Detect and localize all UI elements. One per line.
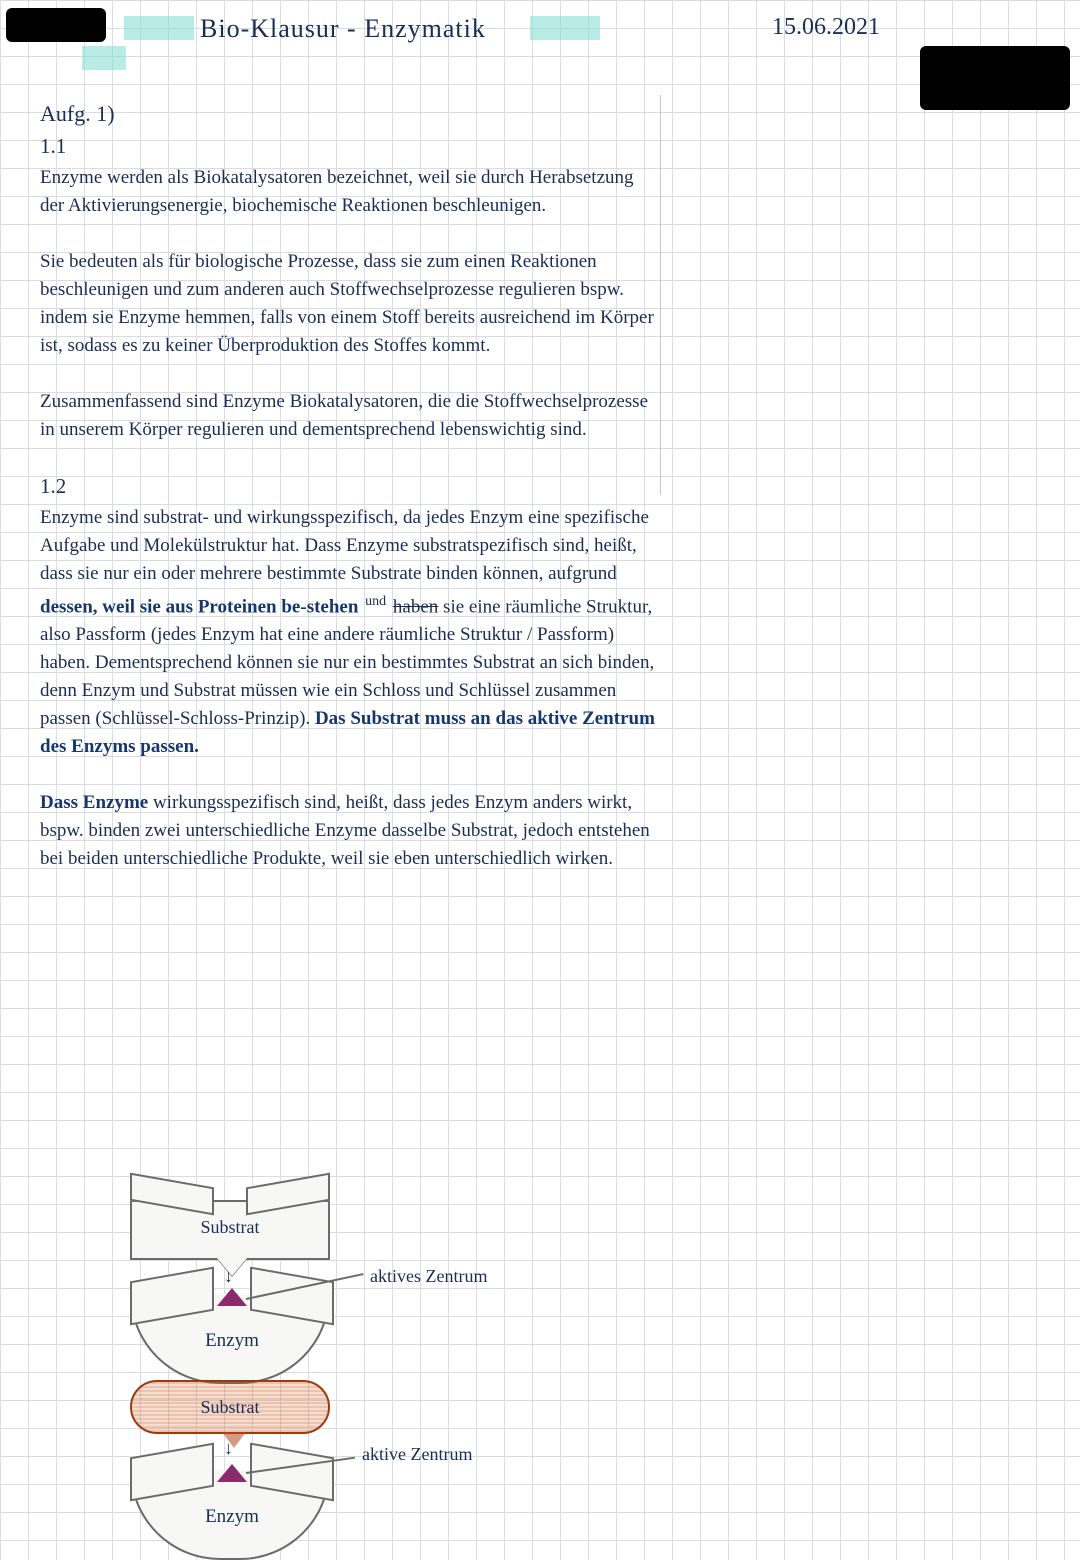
substrate-label-1: Substrat bbox=[200, 1217, 259, 1237]
active-center-marker-2 bbox=[217, 1464, 247, 1482]
active-center-marker-1 bbox=[217, 1288, 247, 1306]
diagram-lock-key-fit: Substrat ↓ Enzym aktives Zentrum bbox=[130, 1200, 550, 1384]
p4-insert-und: und bbox=[365, 588, 386, 616]
p4-part-a: Enzyme sind substrat- und wirkungsspezif… bbox=[40, 507, 649, 584]
enzyme-shape-1: Enzym bbox=[130, 1294, 330, 1384]
highlight-2 bbox=[530, 16, 600, 40]
p5-dass: Dass bbox=[40, 792, 83, 813]
active-center-label-1: aktives Zentrum bbox=[370, 1266, 487, 1287]
paragraph-1: Enzyme werden als Biokatalysatoren bezei… bbox=[40, 164, 660, 220]
diagram-lock-key-nofit: Substrat ↓ Enzym aktive Zentrum bbox=[130, 1380, 550, 1560]
enzyme-label-1: Enzym bbox=[132, 1330, 332, 1352]
subheading-1-1: 1.1 bbox=[40, 132, 660, 160]
highlight-3 bbox=[82, 46, 126, 70]
body-text: Aufg. 1) 1.1 Enzyme werden als Biokataly… bbox=[40, 100, 660, 901]
redaction-top-left bbox=[6, 8, 106, 42]
subheading-1-2: 1.2 bbox=[40, 472, 660, 500]
substrate-label-2: Substrat bbox=[200, 1397, 259, 1417]
p4-bold-b: dessen, weil sie aus Proteinen be-stehen bbox=[40, 596, 358, 617]
enzyme-shape-2: Enzym bbox=[130, 1470, 330, 1560]
highlight-1 bbox=[124, 16, 194, 40]
p5-enzyme-bold: Enzyme bbox=[83, 792, 148, 813]
substrate-shape-fit: Substrat bbox=[130, 1200, 330, 1260]
active-center-label-2: aktive Zentrum bbox=[362, 1444, 472, 1465]
paragraph-4: Enzyme sind substrat- und wirkungsspezif… bbox=[40, 504, 660, 761]
page-title: Bio-Klausur - Enzymatik bbox=[200, 14, 486, 44]
enzyme-label-2: Enzym bbox=[132, 1506, 332, 1528]
paragraph-2: Sie bedeuten als für biologische Prozess… bbox=[40, 248, 660, 360]
p4-strike-haben: haben bbox=[393, 596, 438, 617]
paragraph-5: Dass Enzyme wirkungsspezifisch sind, hei… bbox=[40, 789, 660, 873]
substrate-shape-nofit: Substrat bbox=[130, 1380, 330, 1434]
margin-rule bbox=[660, 95, 661, 495]
task-heading: Aufg. 1) bbox=[40, 100, 660, 128]
paragraph-3: Zusammenfassend sind Enzyme Biokatalysat… bbox=[40, 388, 660, 444]
page-date: 15.06.2021 bbox=[772, 14, 880, 41]
redaction-top-right bbox=[920, 46, 1070, 110]
